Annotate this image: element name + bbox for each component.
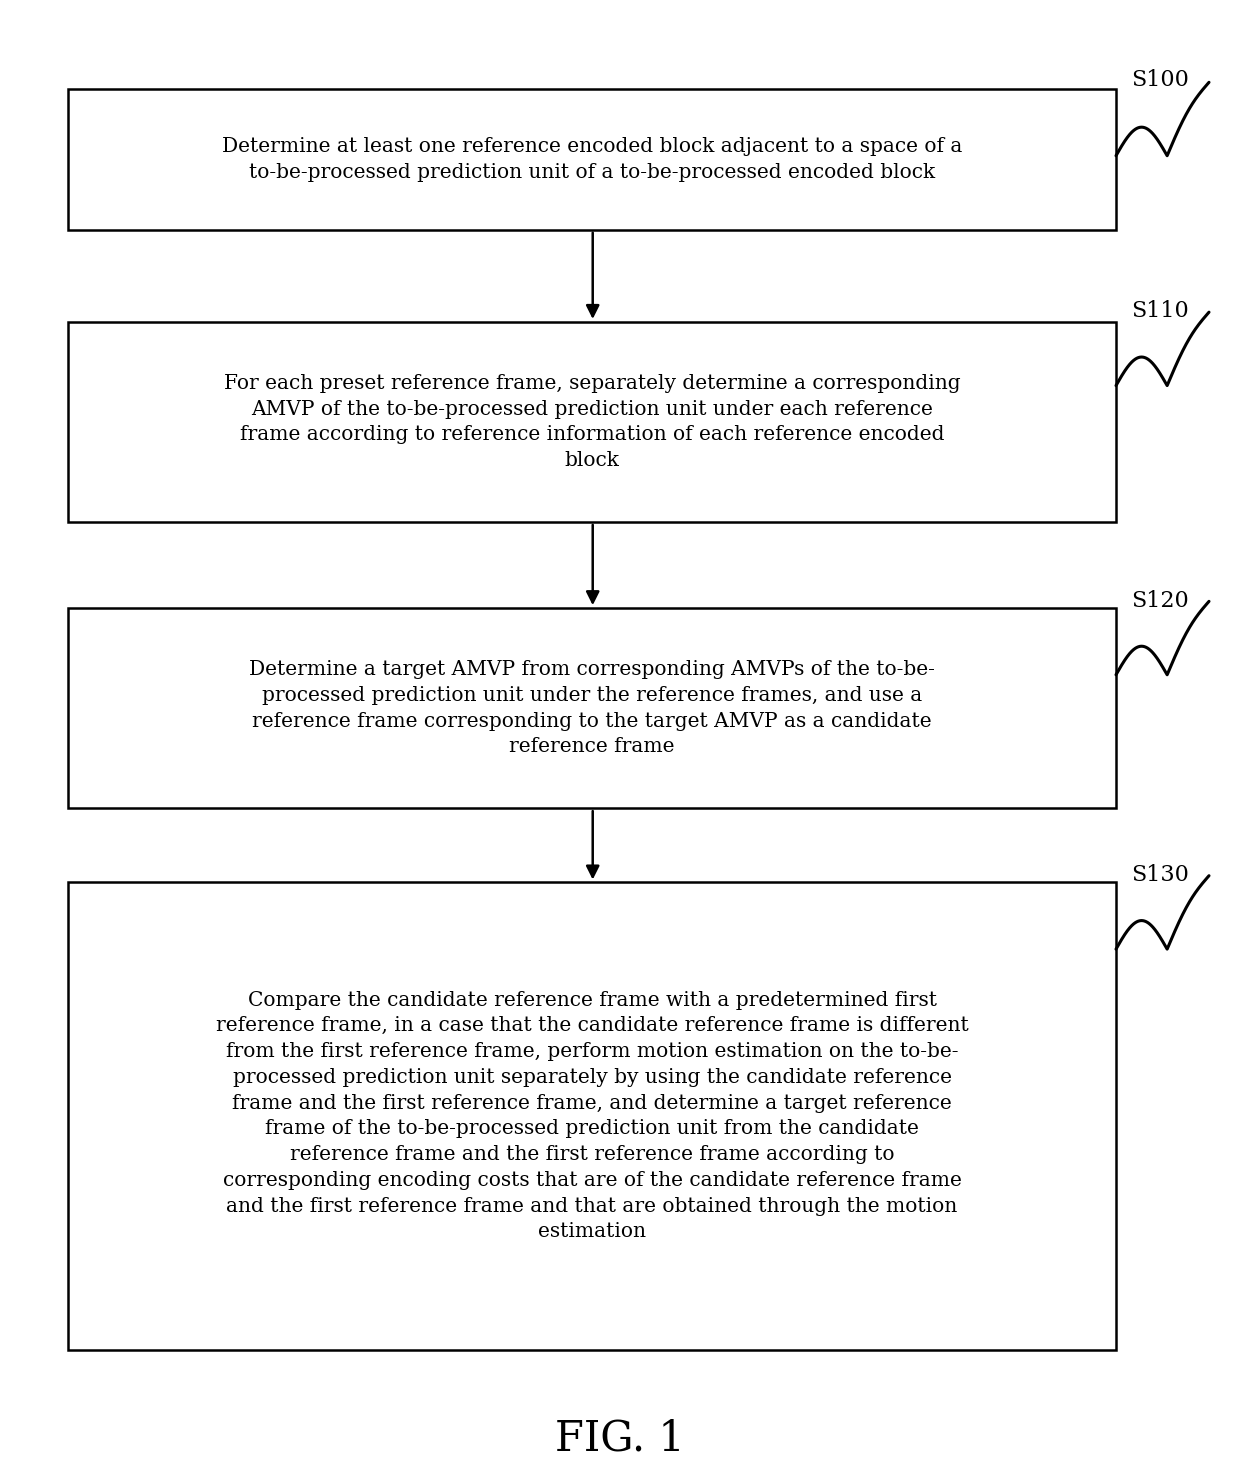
FancyBboxPatch shape	[68, 89, 1116, 230]
Text: FIG. 1: FIG. 1	[556, 1418, 684, 1459]
FancyBboxPatch shape	[68, 882, 1116, 1350]
FancyBboxPatch shape	[68, 608, 1116, 808]
Text: For each preset reference frame, separately determine a corresponding
AMVP of th: For each preset reference frame, separat…	[223, 374, 961, 470]
Text: S120: S120	[1131, 590, 1189, 611]
Text: S100: S100	[1131, 70, 1189, 90]
Text: S130: S130	[1131, 865, 1189, 885]
Text: Determine a target AMVP from corresponding AMVPs of the to-be-
processed predict: Determine a target AMVP from correspondi…	[249, 660, 935, 756]
Text: Determine at least one reference encoded block adjacent to a space of a
to-be-pr: Determine at least one reference encoded…	[222, 136, 962, 182]
Text: S110: S110	[1131, 301, 1189, 322]
FancyBboxPatch shape	[68, 322, 1116, 522]
Text: Compare the candidate reference frame with a predetermined first
reference frame: Compare the candidate reference frame wi…	[216, 991, 968, 1241]
